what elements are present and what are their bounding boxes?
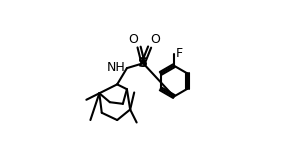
Text: F: F <box>176 47 183 60</box>
Text: NH: NH <box>107 61 125 74</box>
Text: O: O <box>150 33 160 46</box>
Text: S: S <box>138 56 148 70</box>
Text: O: O <box>128 33 138 46</box>
